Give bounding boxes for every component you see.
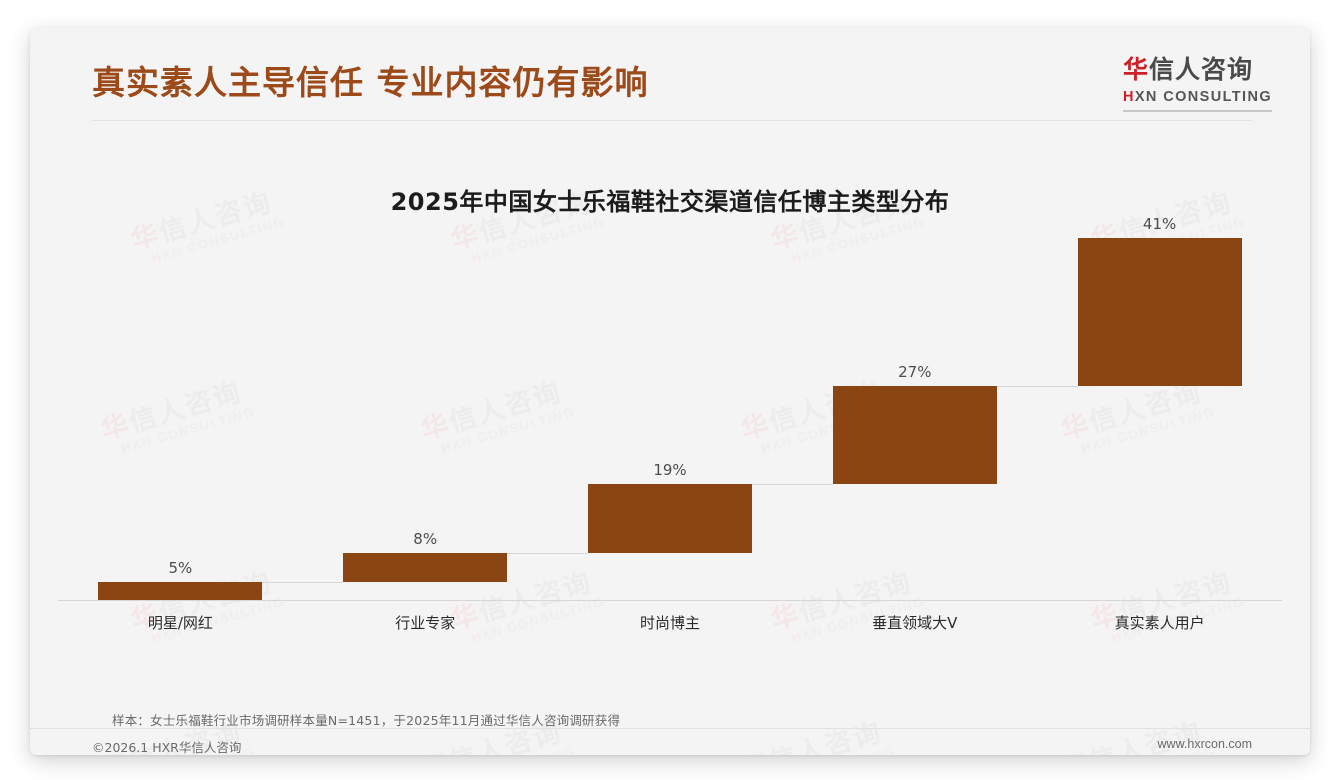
chart-title: 2025年中国女士乐福鞋社交渠道信任博主类型分布 <box>390 188 950 216</box>
brand-logo-english: HXN CONSULTING <box>1123 89 1272 105</box>
category-label: 明星/网红 <box>147 614 213 632</box>
waterfall-plot-area: 5% 8% 19% 27% 41% <box>58 215 1282 600</box>
brand-logo-underline <box>1122 110 1272 112</box>
waterfall-connector <box>752 484 833 486</box>
bar-value-label: 5% <box>168 558 193 577</box>
slide-header: 真实素人主导信任 专业内容仍有影响 <box>30 28 1310 120</box>
bar-value-label: 8% <box>413 529 438 548</box>
header-divider <box>92 120 1252 121</box>
footer-website-link[interactable]: www.hxrcon.com <box>1157 737 1252 751</box>
source-note: 样本：女士乐福鞋行业市场调研样本量N=1451，于2025年11月通过华信人咨询… <box>112 713 621 728</box>
category-label: 垂直领域大V <box>872 614 958 632</box>
brand-logo-en-accent: H <box>1122 89 1135 105</box>
page-title: 真实素人主导信任 专业内容仍有影响 <box>92 63 649 102</box>
slide-card: 华信人咨询 HXN CONSULTING 华信人咨询 HXN CONSULTING 华信… <box>30 28 1310 755</box>
category-label: 行业专家 <box>395 614 456 632</box>
waterfall-bar[interactable] <box>343 552 508 582</box>
waterfall-bar[interactable] <box>1077 238 1242 387</box>
waterfall-connector <box>262 581 344 583</box>
brand-logo-cn-rest: 信人咨询 <box>1148 55 1253 84</box>
x-axis-line <box>58 600 1282 601</box>
waterfall-bar[interactable] <box>588 484 752 553</box>
waterfall-connector <box>996 386 1078 388</box>
slide-footer: ©2026.1 HXR华信人咨询 www.hxrcon.com <box>30 728 1310 755</box>
bar-value-label: 27% <box>898 363 932 382</box>
waterfall-bar[interactable] <box>832 386 997 485</box>
waterfall-bar[interactable] <box>98 581 263 600</box>
brand-logo-en-rest: XN CONSULTING <box>1134 89 1272 105</box>
waterfall-connector <box>507 552 588 554</box>
brand-logo: 华信人咨询 HXN CONSULTING <box>1122 50 1272 112</box>
chart-block: 2025年中国女士乐福鞋社交渠道信任博主类型分布 5% 8% 19% 27% 41% 明… <box>30 120 1310 680</box>
bar-value-label: 19% <box>653 461 687 480</box>
footer-divider <box>30 728 1310 729</box>
brand-logo-chinese: 华信人咨询 <box>1123 50 1272 86</box>
category-label: 真实素人用户 <box>1114 614 1205 632</box>
footer-copyright: ©2026.1 HXR华信人咨询 <box>92 740 242 755</box>
category-label: 时尚博主 <box>639 614 700 632</box>
brand-logo-cn-accent: 华 <box>1122 55 1149 84</box>
bar-value-label: 41% <box>1142 215 1177 233</box>
